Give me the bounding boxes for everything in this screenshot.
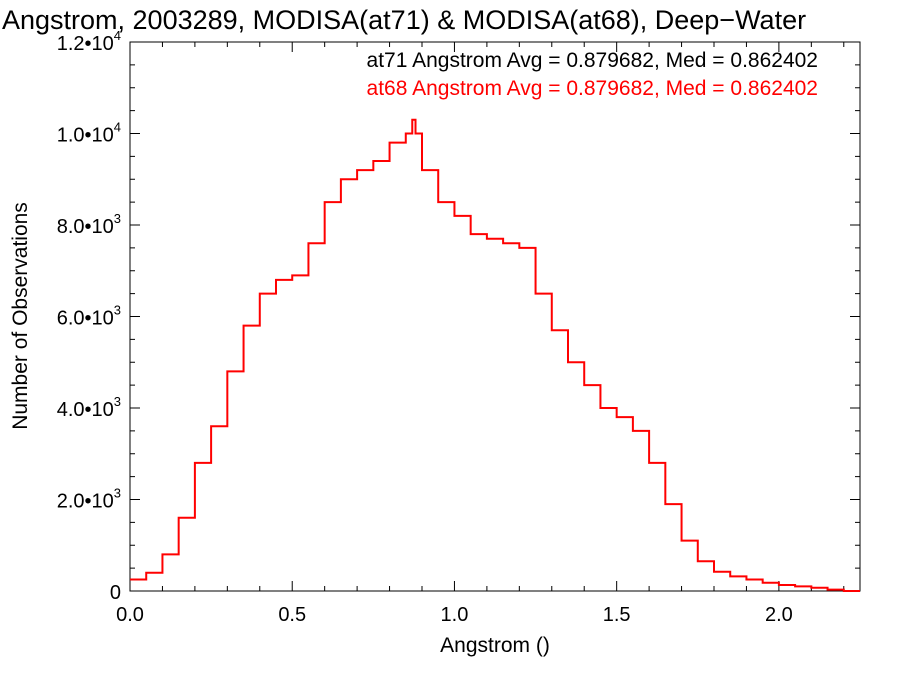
y-tick-exponent: 3 — [114, 303, 121, 318]
x-tick-label: 0.0 — [116, 604, 144, 626]
y-tick-mantissa: 2.0•10 — [57, 491, 114, 513]
x-tick-label: 0.5 — [278, 604, 306, 626]
stats-line: at68 Angstrom Avg = 0.879682, Med = 0.86… — [367, 77, 818, 100]
x-tick-label: 1.5 — [603, 604, 631, 626]
x-axis-ticks: 0.0 0.5 1.0 1.5 2.0 — [116, 42, 845, 626]
chart-title: Angstrom, 2003289, MODISA(at71) & MODISA… — [2, 5, 806, 35]
stats-legend: at71 Angstrom Avg = 0.879682, Med = 0.86… — [367, 49, 818, 100]
y-tick-mantissa: 1.2•10 — [57, 33, 114, 55]
histogram-series-0 — [130, 118, 860, 592]
y-tick-exponent: 4 — [114, 120, 121, 135]
plot-frame — [129, 41, 861, 592]
series-layer — [130, 118, 860, 592]
y-tick-exponent: 3 — [114, 211, 121, 226]
y-tick-mantissa: 4.0•10 — [57, 399, 114, 421]
y-tick-label: 4.0•103 — [57, 394, 121, 421]
x-tick-label: 1.0 — [441, 604, 469, 626]
y-tick-label: 2.0•103 — [57, 486, 121, 513]
y-tick-exponent: 4 — [114, 28, 121, 43]
x-axis-label: Angstrom () — [440, 634, 550, 657]
y-tick-mantissa: 8.0•10 — [57, 216, 114, 238]
stats-line: at71 Angstrom Avg = 0.879682, Med = 0.86… — [367, 49, 818, 72]
x-tick-label: 2.0 — [765, 604, 793, 626]
y-tick-mantissa: 1.0•10 — [57, 125, 114, 147]
y-tick-exponent: 3 — [114, 486, 121, 501]
y-tick-label: 1.0•104 — [57, 120, 121, 147]
y-tick-label: 0 — [110, 582, 121, 604]
y-axis-label: Number of Observations — [9, 202, 32, 430]
y-tick-label: 1.2•104 — [57, 28, 121, 55]
y-tick-mantissa: 6.0•10 — [57, 308, 114, 330]
y-tick-label: 8.0•103 — [57, 211, 121, 238]
y-tick-label: 6.0•103 — [57, 303, 121, 330]
y-axis-ticks: 02.0•1034.0•1036.0•1038.0•1031.0•1041.2•… — [57, 28, 860, 604]
y-tick-mantissa: 0 — [110, 582, 121, 604]
y-tick-exponent: 3 — [114, 394, 121, 409]
